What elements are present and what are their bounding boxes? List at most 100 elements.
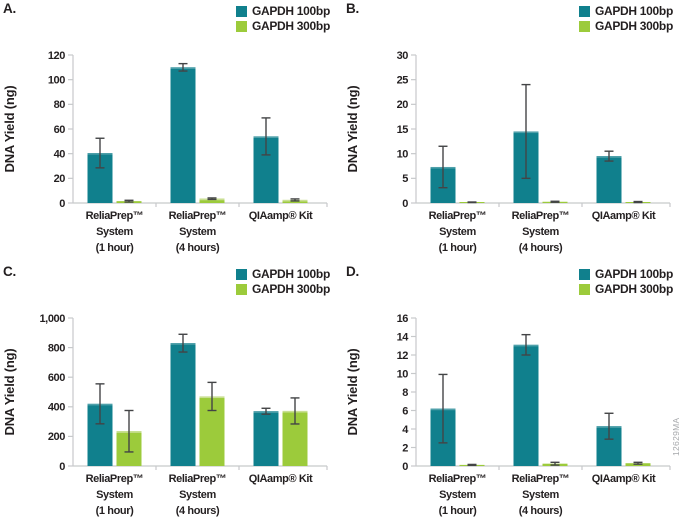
error-bar: [633, 461, 643, 465]
x-category-label: (4 hours): [519, 242, 563, 254]
legend-swatch-gapdh-300bp: [235, 20, 247, 32]
y-tick-label: 200: [48, 431, 65, 443]
x-category-label: (1 hour): [439, 242, 477, 254]
x-category-label: ReliaPrep™: [169, 473, 227, 485]
x-category-label: System: [96, 226, 133, 238]
legend-label: GAPDH 100bp: [594, 267, 673, 281]
x-category-label: ReliaPrep™: [512, 473, 570, 485]
y-tick-label: 12: [397, 350, 409, 362]
error-bar: [467, 463, 477, 467]
bar-gapdh-100bp: [513, 344, 539, 466]
legend-item: GAPDH 300bp: [235, 19, 330, 33]
x-category-label: (1 hour): [96, 505, 134, 517]
error-bar: [261, 117, 271, 156]
error-bar: [438, 145, 448, 189]
y-tick-label: 4: [402, 424, 409, 436]
x-category-label: System: [179, 489, 216, 501]
bar-gapdh-100bp: [253, 411, 279, 466]
x-category-label: ReliaPrep™: [512, 210, 570, 222]
legend-label: GAPDH 300bp: [594, 282, 673, 296]
chart-panel-c: C. GAPDH 100bp GAPDH 300bp 0 200 400 600 800 1…: [0, 263, 343, 526]
y-axis-title: DNA Yield (ng): [2, 86, 17, 173]
x-category-label: System: [96, 489, 133, 501]
y-tick-label: 120: [48, 50, 65, 62]
legend-label: GAPDH 300bp: [594, 19, 673, 33]
legend-swatch-gapdh-300bp: [578, 20, 590, 32]
y-tick-label: 6: [402, 405, 408, 417]
y-tick-label: 0: [402, 198, 408, 210]
y-tick-label: 800: [48, 342, 65, 354]
error-bar: [124, 409, 134, 453]
x-category-label: (1 hour): [96, 242, 134, 254]
y-tick-label: 0: [59, 198, 65, 210]
x-category-label: System: [439, 489, 476, 501]
x-category-label: (1 hour): [439, 505, 477, 517]
x-category-label: QIAamp® Kit: [249, 473, 313, 485]
error-bar: [261, 407, 271, 415]
legend: GAPDH 100bp GAPDH 300bp: [235, 267, 330, 296]
error-bar: [604, 150, 614, 162]
y-axis-title: DNA Yield (ng): [345, 349, 360, 436]
error-bar: [521, 83, 531, 180]
y-tick-label: 0: [402, 461, 408, 473]
error-bar: [207, 197, 217, 201]
legend-item: GAPDH 300bp: [578, 19, 673, 33]
legend-label: GAPDH 300bp: [251, 282, 330, 296]
bar-chart-svg: 0 5 10 15 20 25 30 ReliaPrep™ System (1 hour) Reli…: [345, 50, 671, 254]
bar-chart-svg: 0 2 4 6 8 10 12 14 16 ReliaPrep™ System (1 hour) Rel…: [345, 313, 671, 517]
error-bar: [290, 198, 300, 202]
legend-label: GAPDH 100bp: [251, 4, 330, 18]
legend-item: GAPDH 300bp: [578, 282, 673, 296]
bar-gapdh-100bp: [596, 156, 622, 203]
bar-chart-svg: 0 200 400 600 800 1,000 ReliaPrep™ System (1 hou…: [2, 313, 328, 517]
x-category-label: (4 hours): [176, 505, 220, 517]
y-tick-label: 30: [397, 50, 409, 62]
error-bar: [521, 333, 531, 356]
legend: GAPDH 100bp GAPDH 300bp: [235, 4, 330, 33]
y-tick-label: 100: [48, 74, 65, 86]
error-bar: [95, 137, 105, 169]
y-tick-label: 60: [54, 124, 66, 136]
error-bar: [550, 461, 560, 466]
y-tick-label: 20: [397, 99, 409, 111]
y-tick-label: 600: [48, 372, 65, 384]
bar-gapdh-300bp: [199, 198, 225, 203]
legend-label: GAPDH 100bp: [251, 267, 330, 281]
x-category-label: ReliaPrep™: [86, 210, 144, 222]
error-bar: [178, 333, 188, 353]
bar-chart-svg: 0 20 40 60 80 100 120 ReliaPrep™ System (1 hour) R…: [2, 50, 328, 254]
y-tick-label: 15: [397, 124, 409, 136]
bar-gapdh-100bp: [170, 67, 196, 203]
chart-panel-d: D. GAPDH 100bp GAPDH 300bp 0 2 4 6 8 10 12 14 16 R…: [343, 263, 686, 526]
legend-swatch-gapdh-300bp: [578, 283, 590, 295]
y-tick-label: 16: [397, 313, 409, 325]
legend-swatch-gapdh-100bp: [235, 268, 247, 280]
legend-label: GAPDH 100bp: [594, 4, 673, 18]
y-tick-label: 25: [397, 74, 409, 86]
panel-letter: A.: [3, 1, 17, 16]
error-bar: [550, 200, 560, 203]
legend-swatch-gapdh-100bp: [235, 5, 247, 17]
x-category-label: ReliaPrep™: [429, 210, 487, 222]
legend-swatch-gapdh-100bp: [578, 268, 590, 280]
error-bar: [178, 62, 188, 72]
x-category-label: QIAamp® Kit: [249, 210, 313, 222]
error-bar: [95, 383, 105, 425]
panel-letter: C.: [3, 264, 17, 279]
x-category-label: ReliaPrep™: [429, 473, 487, 485]
legend-label: GAPDH 300bp: [251, 19, 330, 33]
legend-swatch-gapdh-100bp: [578, 5, 590, 17]
error-bar: [290, 397, 300, 425]
error-bar: [207, 381, 217, 412]
error-bar: [124, 199, 134, 203]
legend: GAPDH 100bp GAPDH 300bp: [578, 4, 673, 33]
legend-item: GAPDH 100bp: [235, 267, 330, 281]
y-tick-label: 2: [402, 442, 408, 454]
y-tick-label: 80: [54, 99, 66, 111]
watermark-code: 12629MA: [671, 417, 681, 457]
legend-item: GAPDH 100bp: [578, 267, 673, 281]
legend: GAPDH 100bp GAPDH 300bp: [578, 267, 673, 296]
chart-panel-b: B. GAPDH 100bp GAPDH 300bp 0 5 10 15 20 25 30 Re…: [343, 0, 686, 263]
y-tick-label: 5: [402, 173, 408, 185]
